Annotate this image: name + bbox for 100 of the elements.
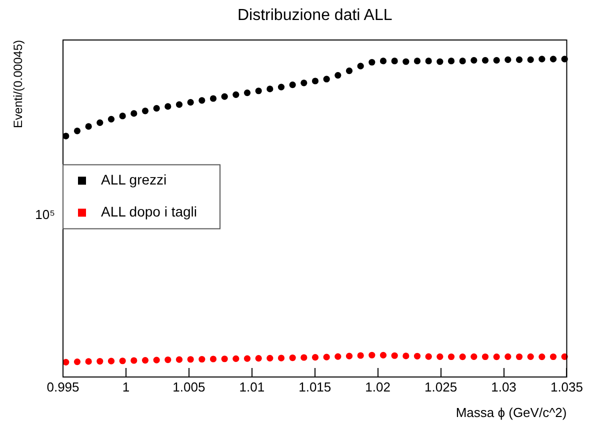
point [300, 80, 308, 86]
x-tick-label: 1.025 [424, 379, 458, 394]
x-tick-label: 1.005 [172, 379, 206, 394]
point [232, 355, 240, 362]
point [232, 91, 240, 98]
point [255, 355, 262, 362]
point [323, 76, 330, 82]
point [85, 123, 92, 130]
point [334, 72, 342, 79]
point [493, 57, 500, 64]
point [176, 101, 183, 108]
point [334, 353, 342, 360]
point [289, 354, 296, 362]
y-axis-title: Eventi/(0.00045) [11, 40, 25, 128]
point [504, 56, 512, 64]
point [278, 84, 285, 90]
x-tick-label: 1.015 [298, 379, 332, 394]
point [527, 353, 534, 360]
point [119, 358, 126, 364]
point [380, 58, 387, 64]
point [96, 358, 104, 365]
point [391, 352, 398, 359]
point [187, 356, 194, 363]
point [108, 358, 115, 364]
point [244, 355, 251, 362]
x-tick-label: 1.02 [365, 379, 390, 394]
point [96, 119, 104, 126]
point [482, 57, 489, 64]
point [493, 354, 500, 360]
text: 10⁵ [35, 206, 55, 222]
point [85, 358, 92, 365]
point [538, 354, 546, 360]
x-tick-label: 1 [122, 379, 130, 394]
point [62, 358, 70, 366]
point [414, 352, 421, 360]
x-tick-label: 1.035 [550, 379, 584, 394]
point [210, 95, 217, 102]
point [516, 56, 523, 64]
x-tick-label: 1.01 [239, 379, 265, 394]
point [380, 352, 387, 358]
x-axis-title: Massa ϕ (GeV/c^2) [456, 404, 567, 420]
point [176, 356, 183, 363]
point [164, 356, 172, 364]
point [221, 93, 228, 100]
point [346, 68, 353, 74]
point [357, 62, 364, 70]
point [550, 353, 557, 360]
point [164, 103, 172, 110]
point [198, 356, 206, 363]
point [346, 352, 353, 360]
point [130, 110, 138, 117]
point [289, 82, 296, 88]
point [402, 58, 410, 65]
point [368, 58, 376, 66]
point [266, 354, 274, 362]
chart-title: Distribuzione dati ALL [237, 7, 392, 24]
point [448, 58, 455, 64]
point [482, 353, 489, 360]
point [153, 356, 160, 364]
point [62, 132, 70, 140]
point [459, 354, 466, 360]
point [368, 352, 376, 358]
point [425, 58, 432, 64]
point [187, 99, 194, 106]
point [516, 353, 523, 360]
point [391, 58, 398, 64]
point [221, 356, 228, 362]
point [436, 353, 444, 360]
x-tick-label: 1.03 [491, 379, 516, 394]
point [74, 358, 81, 366]
point [74, 128, 81, 134]
point [312, 78, 319, 84]
point [108, 116, 115, 122]
point [278, 354, 285, 362]
x-tick-label: 0.995 [46, 379, 80, 394]
point [357, 352, 364, 359]
point [130, 357, 138, 364]
point [153, 105, 160, 112]
legend-label: ALL dopo i tagli [101, 204, 197, 220]
point [414, 58, 421, 64]
point [470, 353, 478, 360]
point [504, 353, 512, 360]
point [459, 58, 466, 64]
point [312, 354, 319, 361]
point [210, 356, 217, 362]
point [527, 56, 534, 64]
point [142, 108, 149, 114]
point [142, 357, 149, 364]
point [119, 112, 126, 120]
point [470, 57, 478, 64]
point [448, 353, 455, 360]
point [436, 58, 444, 65]
point [550, 56, 557, 62]
point [266, 86, 274, 92]
point [198, 97, 206, 104]
point [425, 353, 432, 360]
point [323, 354, 330, 360]
point [402, 352, 410, 360]
legend-label: ALL grezzi [101, 172, 167, 188]
point [300, 354, 308, 361]
